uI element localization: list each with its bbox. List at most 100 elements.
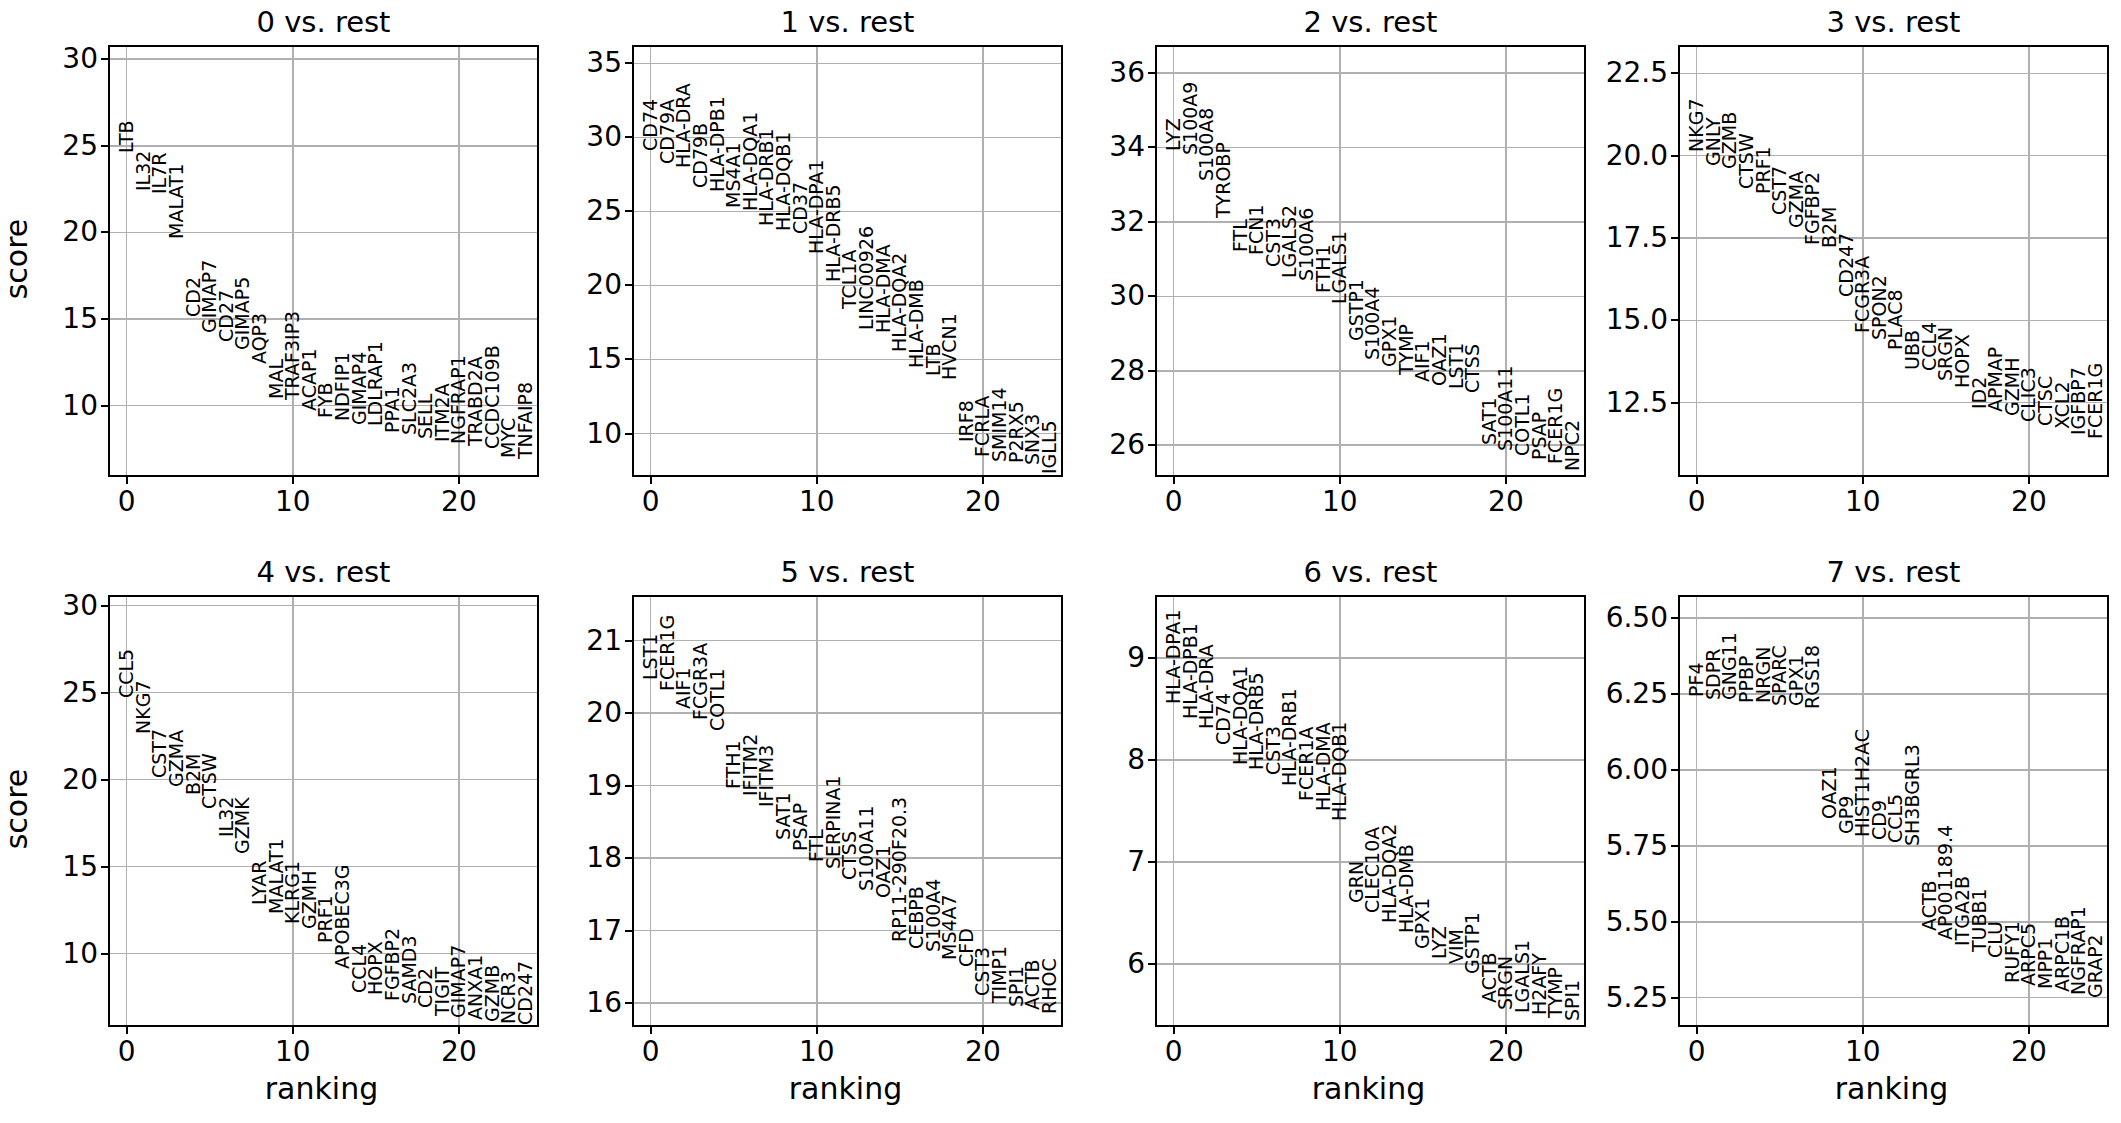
x-tick-mark xyxy=(2028,1025,2030,1034)
y-tick-mark xyxy=(1671,769,1680,771)
y-tick-mark xyxy=(1148,861,1157,863)
y-tick-label: 6.25 xyxy=(1572,677,1668,711)
y-tick-mark xyxy=(1148,370,1157,372)
gene-label: MALAT1 xyxy=(167,164,186,240)
panel-title: 0 vs. rest xyxy=(110,5,537,39)
subplot-7-vs-rest: 010205.255.505.756.006.256.507 vs. restP… xyxy=(1678,595,2109,1027)
y-tick-label: 32 xyxy=(1049,205,1145,239)
x-axis-label-col-2: ranking xyxy=(746,1072,946,1106)
y-tick-mark xyxy=(101,605,110,607)
x-tick-label: 20 xyxy=(1466,486,1546,518)
y-gridline xyxy=(634,930,1061,932)
gene-label: COTL1 xyxy=(708,669,727,732)
y-tick-label: 5.75 xyxy=(1572,829,1668,863)
y-tick-mark xyxy=(101,231,110,233)
y-tick-mark xyxy=(625,358,634,360)
y-tick-label: 36 xyxy=(1049,56,1145,90)
y-axis-label-row-2: score xyxy=(0,595,34,1023)
x-tick-label: 20 xyxy=(1989,1036,2069,1068)
x-gridline xyxy=(292,597,294,1025)
y-tick-mark xyxy=(1671,72,1680,74)
panel-title: 1 vs. rest xyxy=(634,5,1061,39)
gene-label: NKG7 xyxy=(134,681,153,734)
panel-title: 7 vs. rest xyxy=(1680,555,2107,589)
y-tick-mark xyxy=(101,58,110,60)
y-tick-label: 17 xyxy=(526,914,622,948)
y-tick-label: 5.25 xyxy=(1572,981,1668,1015)
x-gridline xyxy=(292,47,294,475)
x-tick-mark xyxy=(458,475,460,484)
x-tick-label: 0 xyxy=(87,486,167,518)
x-tick-mark xyxy=(816,475,818,484)
y-tick-mark xyxy=(1671,237,1680,239)
y-tick-label: 18 xyxy=(526,841,622,875)
y-tick-label: 7 xyxy=(1049,845,1145,879)
x-tick-label: 10 xyxy=(1300,486,1380,518)
x-tick-mark xyxy=(126,475,128,484)
y-gridline xyxy=(110,605,537,607)
x-tick-mark xyxy=(650,475,652,484)
y-gridline xyxy=(1157,657,1584,659)
y-gridline xyxy=(1157,759,1584,761)
gene-label: SH3BGRL3 xyxy=(1903,744,1922,846)
y-tick-mark xyxy=(1671,997,1680,999)
x-tick-label: 10 xyxy=(253,1036,333,1068)
y-gridline xyxy=(1680,997,2107,999)
x-tick-mark xyxy=(1173,1025,1175,1034)
y-gridline xyxy=(1680,921,2107,923)
y-gridline xyxy=(1680,237,2107,239)
gene-label: LTB xyxy=(117,120,136,153)
y-tick-label: 6.00 xyxy=(1572,753,1668,787)
gene-label: GRAP2 xyxy=(2086,934,2105,998)
x-tick-mark xyxy=(1505,1025,1507,1034)
y-tick-label: 15 xyxy=(526,342,622,376)
x-tick-label: 0 xyxy=(1134,1036,1214,1068)
x-tick-label: 0 xyxy=(611,486,691,518)
x-tick-label: 10 xyxy=(1823,486,1903,518)
y-tick-label: 19 xyxy=(526,769,622,803)
y-tick-mark xyxy=(625,930,634,932)
y-tick-label: 8 xyxy=(1049,743,1145,777)
y-gridline xyxy=(634,63,1061,65)
y-tick-mark xyxy=(1671,402,1680,404)
y-gridline xyxy=(1680,73,2107,75)
x-tick-label: 20 xyxy=(419,1036,499,1068)
y-tick-label: 16 xyxy=(526,986,622,1020)
x-gridline xyxy=(1696,597,1698,1025)
gene-label: GZMK xyxy=(233,798,252,855)
x-tick-label: 20 xyxy=(1466,1036,1546,1068)
x-tick-mark xyxy=(1173,475,1175,484)
y-gridline xyxy=(634,785,1061,787)
y-tick-mark xyxy=(1148,295,1157,297)
panel-title: 4 vs. rest xyxy=(110,555,537,589)
y-tick-label: 15.0 xyxy=(1572,303,1668,337)
x-tick-mark xyxy=(650,1025,652,1034)
y-gridline xyxy=(110,692,537,694)
y-tick-mark xyxy=(1671,845,1680,847)
x-tick-mark xyxy=(1339,475,1341,484)
y-tick-mark xyxy=(625,712,634,714)
y-tick-mark xyxy=(101,145,110,147)
y-tick-mark xyxy=(1671,617,1680,619)
x-tick-label: 0 xyxy=(611,1036,691,1068)
y-tick-mark xyxy=(625,1002,634,1004)
x-axis-label-col-4: ranking xyxy=(1792,1072,1992,1106)
x-axis-label-col-3: ranking xyxy=(1269,1072,1469,1106)
rank-genes-groups-figure: 0102010152025300 vs. restLTBIL32IL7RMALA… xyxy=(0,0,2121,1123)
y-tick-mark xyxy=(101,405,110,407)
y-tick-mark xyxy=(625,857,634,859)
x-tick-mark xyxy=(1339,1025,1341,1034)
y-tick-mark xyxy=(1671,921,1680,923)
y-gridline xyxy=(110,866,537,868)
y-gridline xyxy=(1157,221,1584,223)
x-tick-mark xyxy=(292,475,294,484)
panel-title: 5 vs. rest xyxy=(634,555,1061,589)
y-tick-label: 17.5 xyxy=(1572,221,1668,255)
y-gridline xyxy=(1157,72,1584,74)
y-tick-mark xyxy=(1148,444,1157,446)
y-tick-mark xyxy=(625,640,634,642)
y-tick-label: 20.0 xyxy=(1572,139,1668,173)
gene-label: AQP3 xyxy=(250,313,269,364)
y-tick-label: 30 xyxy=(1049,279,1145,313)
subplot-2-vs-rest: 010202628303234362 vs. restLYZS100A9S100… xyxy=(1155,45,1586,477)
